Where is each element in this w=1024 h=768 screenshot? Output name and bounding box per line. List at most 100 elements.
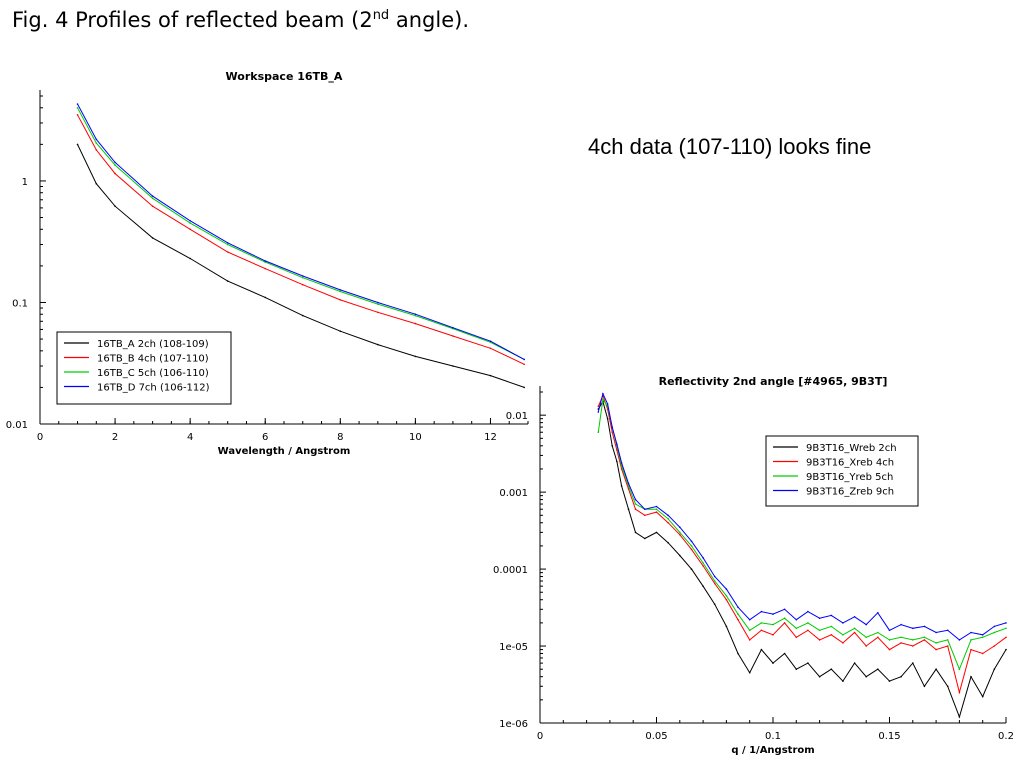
data-point-s3 [302, 276, 304, 279]
data-point-s4 [783, 608, 786, 611]
figure-caption: Fig. 4 Profiles of reflected beam (2nd a… [12, 8, 469, 32]
legend-label-1: 16TB_A 2ch (108-109) [97, 339, 209, 350]
data-point-s3 [189, 222, 191, 224]
legend: 16TB_A 2ch (108-109) 16TB_B 4ch (107-110)… [56, 331, 232, 405]
data-point-s1 [935, 668, 937, 670]
data-point-s1 [76, 143, 79, 146]
data-point-s2 [76, 114, 79, 116]
data-point-s1 [772, 662, 774, 664]
data-point-s4 [679, 526, 681, 528]
data-point-s2 [935, 648, 937, 651]
data-point-s1 [151, 237, 154, 239]
data-point-s1 [634, 531, 637, 534]
data-point-s4 [1005, 622, 1007, 624]
data-point-s4 [958, 639, 961, 641]
data-point-s2 [377, 311, 379, 314]
y-tick-label: 1e-06 [499, 719, 528, 730]
data-point-s4 [95, 138, 98, 141]
data-point-s3 [95, 142, 98, 144]
data-point-s3 [900, 636, 902, 639]
data-point-s1 [946, 685, 949, 688]
data-point-s1 [783, 652, 786, 655]
data-point-s2 [452, 335, 454, 337]
data-point-s2 [667, 521, 669, 524]
data-point-s2 [795, 636, 798, 639]
data-point-s4 [772, 613, 774, 615]
data-point-s4 [935, 631, 937, 634]
data-point-s1 [606, 417, 609, 420]
caption-main: Fig. 4 Profiles of reflected beam (2 [12, 8, 373, 32]
data-point-s4 [702, 557, 704, 559]
data-point-s1 [958, 716, 961, 718]
data-point-s2 [818, 639, 821, 641]
data-point-s1 [655, 531, 658, 534]
data-point-s3 [760, 622, 763, 624]
data-point-s1 [226, 280, 229, 282]
data-point-s4 [760, 610, 763, 613]
x-tick-label: 0.15 [878, 731, 900, 742]
legend-label-4: 9B3T16_Zreb 9ch [806, 487, 894, 498]
data-point-s4 [690, 540, 693, 542]
data-point-s3 [946, 639, 949, 641]
data-point-s1 [702, 585, 704, 587]
data-point-s1 [620, 485, 623, 487]
y-tick-label: 0.0001 [493, 565, 528, 576]
reflectivity-chart: Reflectivity 2nd angle [#4965, 9B3T] 1e-0… [493, 375, 1014, 756]
series-line-2 [597, 394, 1007, 695]
x-tick-label: 10 [409, 432, 422, 443]
data-point-s2 [900, 642, 902, 644]
workspace-chart: Workspace 16TB_A0.010.110 2 4 6 8 10 12Wavelen… [6, 70, 529, 457]
data-point-s1 [414, 355, 417, 358]
data-point-s4 [597, 411, 600, 413]
data-point-s4 [946, 629, 949, 632]
y-tick-label: 1 [22, 177, 28, 188]
data-point-s3 [226, 243, 229, 246]
data-point-s4 [865, 623, 867, 626]
data-point-s4 [114, 161, 116, 164]
series-line-3 [77, 107, 525, 360]
data-point-s4 [602, 392, 604, 395]
data-point-s1 [842, 680, 844, 682]
data-point-s1 [690, 568, 693, 570]
series-line-2 [77, 114, 525, 365]
legend-label-2: 9B3T16_Xreb 4ch [806, 458, 894, 469]
data-point-s4 [970, 631, 972, 634]
caption-end: angle). [389, 8, 469, 32]
data-point-s4 [737, 606, 739, 608]
data-point-s2 [760, 629, 763, 632]
data-point-s2 [644, 514, 646, 517]
data-point-s1 [807, 662, 809, 664]
data-point-s3 [76, 107, 79, 109]
data-point-s1 [452, 365, 454, 367]
data-point-s3 [993, 631, 996, 634]
data-point-s2 [264, 267, 267, 270]
data-point-s2 [923, 639, 926, 641]
data-point-s2 [1005, 636, 1007, 639]
data-point-s2 [958, 691, 961, 694]
data-point-s3 [725, 595, 728, 597]
data-point-s2 [912, 645, 914, 647]
data-point-s4 [226, 242, 229, 244]
data-point-s2 [611, 431, 613, 433]
data-point-s2 [302, 283, 304, 286]
data-point-s2 [634, 508, 637, 510]
data-point-s2 [339, 299, 342, 301]
data-point-s4 [877, 612, 879, 614]
data-point-s3 [264, 261, 267, 263]
data-point-s1 [865, 675, 867, 678]
data-point-s3 [935, 642, 937, 644]
data-point-s4 [523, 358, 525, 361]
data-point-s1 [339, 330, 342, 333]
annotation-note: 4ch data (107-110) looks fine [588, 134, 872, 159]
data-point-s1 [923, 685, 926, 688]
data-point-s2 [523, 363, 525, 366]
data-point-s1 [189, 257, 191, 260]
data-point-s3 [1005, 627, 1007, 630]
data-point-s4 [830, 614, 833, 617]
data-point-s4 [655, 505, 658, 508]
data-point-s2 [842, 642, 844, 644]
data-point-s1 [713, 603, 716, 605]
data-point-s2 [946, 645, 949, 647]
data-point-s2 [702, 565, 704, 567]
x-axis-label: Wavelength / Angstrom [218, 446, 351, 457]
